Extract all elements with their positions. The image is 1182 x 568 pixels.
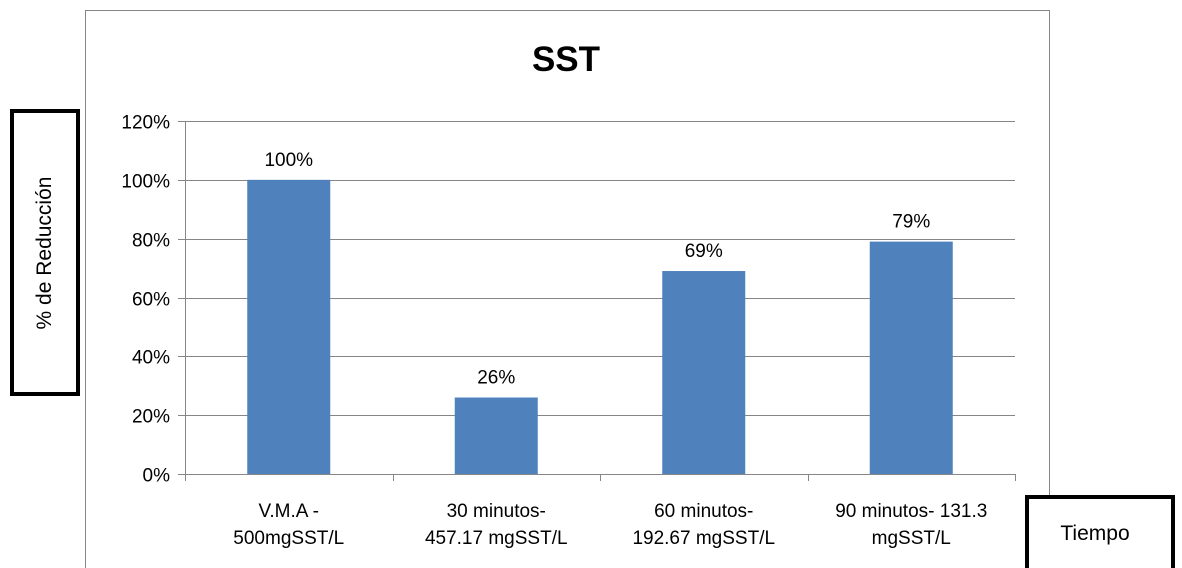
y-tick-label: 120% (121, 113, 170, 134)
data-label: 79% (892, 212, 930, 233)
y-tick-label: 20% (132, 407, 170, 428)
bar (454, 397, 538, 474)
data-label: 26% (477, 368, 515, 389)
data-label: 100% (264, 150, 313, 171)
y-tick-label: 0% (143, 466, 171, 487)
x-axis-label-box: Tiempo (1025, 495, 1175, 568)
y-tick-label: 80% (132, 231, 170, 252)
x-tick-label: V.M.A - (258, 501, 319, 522)
x-tick-label: 60 minutos- (654, 501, 753, 522)
y-tick-label: 60% (132, 290, 170, 311)
data-label: 69% (685, 241, 723, 262)
data-labels: 100% 26% 69% 79% (264, 150, 930, 389)
bars (247, 179, 953, 475)
x-axis-label: Tiempo (1060, 521, 1130, 545)
y-axis-label: % de Reducción (33, 176, 56, 329)
chart-title: SST (532, 40, 600, 79)
x-tick-label: 192.67 mgSST/L (632, 528, 775, 549)
x-tick-label: mgSST/L (872, 528, 951, 549)
y-axis-tick-labels: 0% 20% 40% 60% 80% 100% 120% (121, 113, 170, 487)
y-tick-label: 40% (132, 348, 170, 369)
bar (247, 179, 331, 475)
x-axis-tick-labels: V.M.A - 500mgSST/L 30 minutos- 457.17 mgSST… (233, 501, 987, 549)
y-tick-label: 100% (121, 172, 170, 193)
bar (662, 271, 746, 474)
x-tick-label: 90 minutos- 131.3 (835, 501, 987, 522)
x-tick-label: 30 minutos- (447, 501, 546, 522)
y-axis-label-box: % de Reducción (10, 109, 80, 396)
bar (869, 241, 953, 474)
x-tick-label: 500mgSST/L (233, 528, 344, 549)
x-tick-label: 457.17 mgSST/L (425, 528, 568, 549)
axes (178, 121, 1016, 481)
